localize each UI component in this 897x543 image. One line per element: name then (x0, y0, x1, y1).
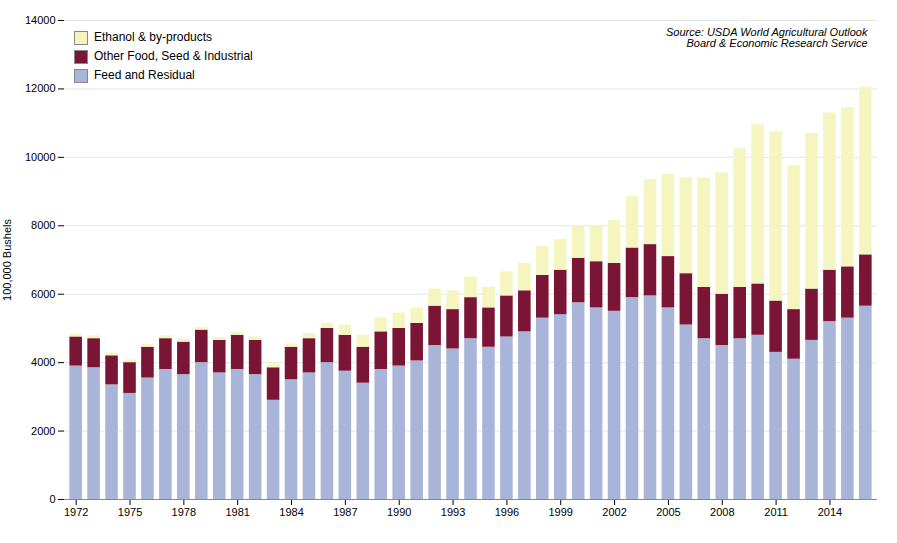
svg-text:1975: 1975 (118, 506, 142, 518)
svg-text:Source: USDA World Agricultura: Source: USDA World Agricultural OutlookB… (666, 26, 868, 49)
svg-text:14000: 14000 (25, 14, 56, 26)
svg-text:1993: 1993 (441, 506, 465, 518)
svg-text:1981: 1981 (225, 506, 249, 518)
svg-text:2000: 2000 (31, 425, 55, 437)
svg-text:1999: 1999 (548, 506, 572, 518)
svg-text:6000: 6000 (31, 288, 55, 300)
svg-text:2002: 2002 (602, 506, 626, 518)
html-text:Feed and Residual: Feed and Residual (94, 68, 195, 83)
svg-text:1990: 1990 (387, 506, 411, 518)
svg-text:100,000 Bushels: 100,000 Bushels (1, 219, 13, 301)
svg-text:12000: 12000 (25, 82, 56, 94)
svg-text:2005: 2005 (656, 506, 680, 518)
svg-text:8000: 8000 (31, 219, 55, 231)
svg-text:1978: 1978 (172, 506, 196, 518)
svg-text:10000: 10000 (25, 151, 56, 163)
svg-text:1972: 1972 (64, 506, 88, 518)
svg-text:1996: 1996 (495, 506, 519, 518)
html-text:Other Food, Seed & Industrial: Other Food, Seed & Industrial (94, 49, 253, 64)
svg-text:4000: 4000 (31, 356, 55, 368)
svg-text:1984: 1984 (279, 506, 303, 518)
svg-text:0: 0 (49, 493, 55, 505)
svg-text:2011: 2011 (764, 506, 788, 518)
svg-text:1987: 1987 (333, 506, 357, 518)
svg-text:2008: 2008 (710, 506, 734, 518)
html-text:Ethanol & by-products: Ethanol & by-products (94, 30, 213, 44)
svg-text:2014: 2014 (818, 506, 842, 518)
